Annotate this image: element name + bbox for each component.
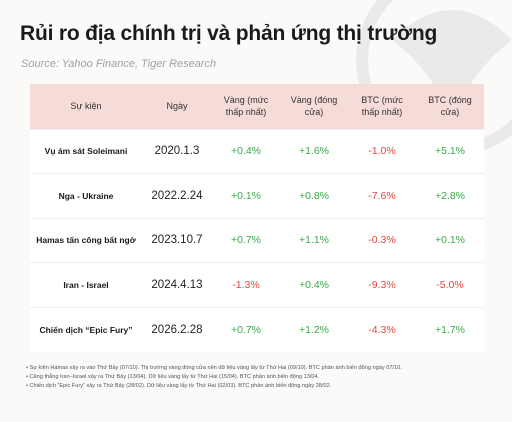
gold-close-cell: +0.8% [298,189,330,202]
footnote-item: Căng thẳng Iran–Israel xảy ra Thứ Bảy (1… [26,373,496,382]
event-cell: Hamas tấn công bất ngờ [36,235,136,246]
btc-close-cell: +0.1% [434,234,466,247]
header-event: Sự kiện [70,101,102,112]
header-gold-close: Vàng (đóng cửa) [290,95,338,118]
date-cell: 2024.4.13 [151,279,203,292]
btc-close-cell: +5.1% [434,145,466,158]
date-cell: 2023.10.7 [151,234,203,247]
btc-close-cell: -5.0% [436,279,464,292]
btc-close-cell: +2.8% [434,189,466,202]
gold-low-cell: +0.4% [230,145,262,158]
data-table-card: Sự kiện Ngày Vàng (mức thấp nhất) Vàng (… [30,84,484,352]
header-gold-low: Vàng (mức thấp nhất) [223,95,269,118]
footnote-item: Sự kiện Hamas xảy ra vào Thứ Bảy (07/10)… [26,364,496,373]
date-cell: 2020.1.3 [154,145,200,158]
source-caption: Source: Yahoo Finance, Tiger Research [21,58,217,70]
btc-close-cell: +1.7% [434,323,466,336]
header-btc-low: BTC (mức thấp nhất) [361,95,403,118]
table-row: Iran - Israel 2024.4.13 -1.3% +0.4% -9.3… [30,262,484,308]
table-row: Hamas tấn công bất ngờ 2023.10.7 +0.7% +… [30,218,484,263]
header-date: Ngày [166,101,188,112]
event-cell: Nga - Ukraine [58,190,114,201]
page-title: Rủi ro địa chính trị và phản ứng thị trư… [20,22,438,45]
btc-low-cell: -0.3% [368,234,396,247]
gold-close-cell: +1.1% [298,234,330,247]
footnotes: Sự kiện Hamas xảy ra vào Thứ Bảy (07/10)… [26,364,496,391]
gold-close-cell: +1.2% [298,323,330,336]
btc-low-cell: -7.6% [368,189,396,202]
gold-close-cell: +0.4% [298,279,330,292]
date-cell: 2022.2.24 [151,189,203,202]
date-cell: 2026.2.28 [151,323,203,336]
table-header-row: Sự kiện Ngày Vàng (mức thấp nhất) Vàng (… [30,84,484,129]
btc-low-cell: -9.3% [368,279,396,292]
event-cell: Chiến dịch “Epic Fury” [39,324,133,335]
table-row: Vụ ám sát Soleimani 2020.1.3 +0.4% +1.6%… [30,129,484,174]
gold-low-cell: +0.1% [230,189,262,202]
btc-low-cell: -1.0% [368,145,396,158]
btc-low-cell: -4.3% [368,323,396,336]
gold-low-cell: +0.7% [230,323,262,336]
gold-low-cell: -1.3% [232,279,260,292]
header-btc-close: BTC (đóng cửa) [428,95,472,118]
market-reaction-table: Sự kiện Ngày Vàng (mức thấp nhất) Vàng (… [30,84,484,352]
gold-close-cell: +1.6% [298,145,330,158]
event-cell: Vụ ám sát Soleimani [44,146,128,157]
table-row: Chiến dịch “Epic Fury” 2026.2.28 +0.7% +… [30,307,484,352]
event-cell: Iran - Israel [63,280,109,291]
table-row: Nga - Ukraine 2022.2.24 +0.1% +0.8% -7.6… [30,173,484,219]
gold-low-cell: +0.7% [230,234,262,247]
footnote-item: Chiến dịch “Epic Fury” xảy ra Thứ Bảy (2… [26,382,496,391]
